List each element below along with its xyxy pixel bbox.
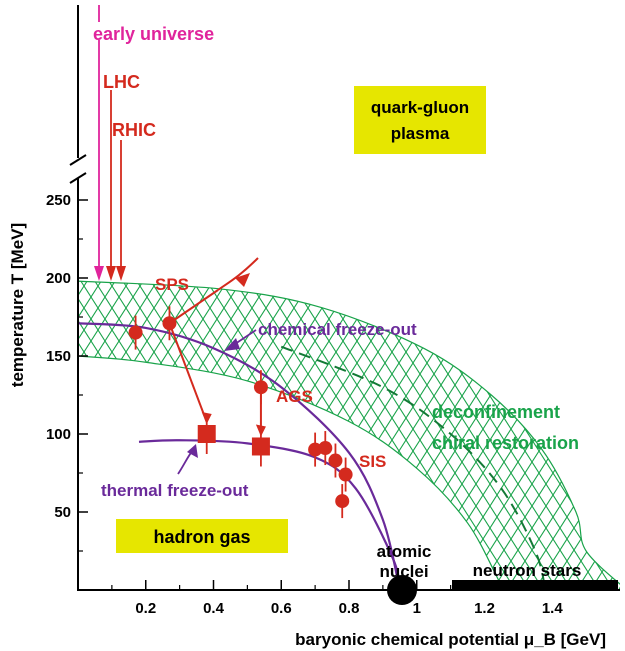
y-tick-label: 50	[54, 504, 71, 521]
sis-label: SIS	[359, 452, 386, 471]
sps-trajectory-arrowhead	[235, 273, 250, 287]
chemical-freezeout-point	[162, 316, 177, 331]
deconfinement-label: deconfinement	[432, 402, 560, 422]
x-tick-label: 0.6	[271, 600, 292, 617]
sps-label: SPS	[155, 275, 189, 294]
axes: 0.2 0.4 0.6 0.8 1 1.2 1.4 50 100 150 200 250	[46, 5, 620, 617]
ags-label: AGS	[276, 387, 313, 406]
x-ticks: 0.2 0.4 0.6 0.8 1 1.2 1.4	[111, 580, 587, 617]
x-axis-label: baryonic chemical potential μ_B [GeV]	[295, 630, 606, 649]
chemical-freezeout-curve	[77, 322, 401, 591]
early-universe-arrows	[94, 5, 126, 281]
thermal-freezeout-label: thermal freeze-out	[101, 481, 249, 500]
chiral-restoration-label: chiral restoration	[432, 433, 579, 453]
x-tick-label: 0.4	[203, 600, 225, 617]
hadron-gas-label: hadron gas	[153, 527, 250, 547]
sps-trajectory-arrow	[217, 257, 259, 291]
freezeout-trajectory-arrow	[168, 322, 208, 423]
y-tick-label: 150	[46, 348, 71, 365]
chemical-freezeout-point	[338, 467, 353, 482]
chemical-freezeout-label: chemical freeze-out	[258, 320, 417, 339]
chemical-freezeout-point	[253, 380, 268, 395]
y-axis-label: temperature T [MeV]	[8, 223, 27, 387]
rhic-arrow-head	[116, 266, 126, 281]
x-tick-label: 1.4	[542, 600, 564, 617]
sps-trajectory	[168, 289, 219, 325]
hadron-gas-label-box	[116, 519, 288, 553]
qgp-label-line2: plasma	[391, 124, 450, 143]
chemical-freezeout-point	[328, 453, 343, 468]
neutron-stars-bar	[452, 580, 618, 591]
thermal-freezeout-point	[197, 425, 216, 443]
x-tick-label: 0.2	[135, 600, 156, 617]
deconfinement-band	[78, 280, 620, 590]
thermal-freezeout-point	[251, 437, 270, 456]
axis-frame	[77, 5, 620, 591]
x-tick-label: 0.8	[339, 600, 360, 617]
atomic-nuclei-marker	[387, 575, 417, 605]
chemical-freezeout-pointer-head	[224, 338, 240, 351]
y-tick-label: 100	[46, 426, 71, 443]
chemical-freezeout-point	[128, 325, 143, 340]
thermal-freezeout-pointer-head	[187, 444, 198, 458]
data-points	[128, 289, 353, 519]
y-ticks: 50 100 150 200 250	[46, 192, 88, 552]
qgp-label-line1: quark-gluon	[371, 98, 469, 117]
atomic-nuclei-label-line1: atomic	[377, 542, 432, 561]
deconfinement-center-line	[280, 345, 547, 590]
rhic-label: RHIC	[112, 120, 156, 140]
x-tick-label: 1	[413, 600, 421, 617]
early-universe-label: early universe	[93, 24, 214, 44]
lhc-label: LHC	[103, 72, 140, 92]
chemical-freezeout-point	[335, 494, 350, 509]
y-tick-label: 250	[46, 192, 71, 209]
neutron-stars-label: neutron stars	[473, 561, 582, 580]
chemical-freezeout-point	[318, 441, 333, 456]
y-tick-label: 200	[46, 270, 71, 287]
early-universe-arrow-head	[94, 266, 104, 281]
lhc-arrow-head	[106, 266, 116, 281]
atomic-nuclei-label-line2: nuclei	[379, 562, 428, 581]
qgp-label-box	[354, 86, 486, 154]
x-tick-label: 1.2	[474, 600, 495, 617]
y-axis-break	[69, 154, 87, 184]
